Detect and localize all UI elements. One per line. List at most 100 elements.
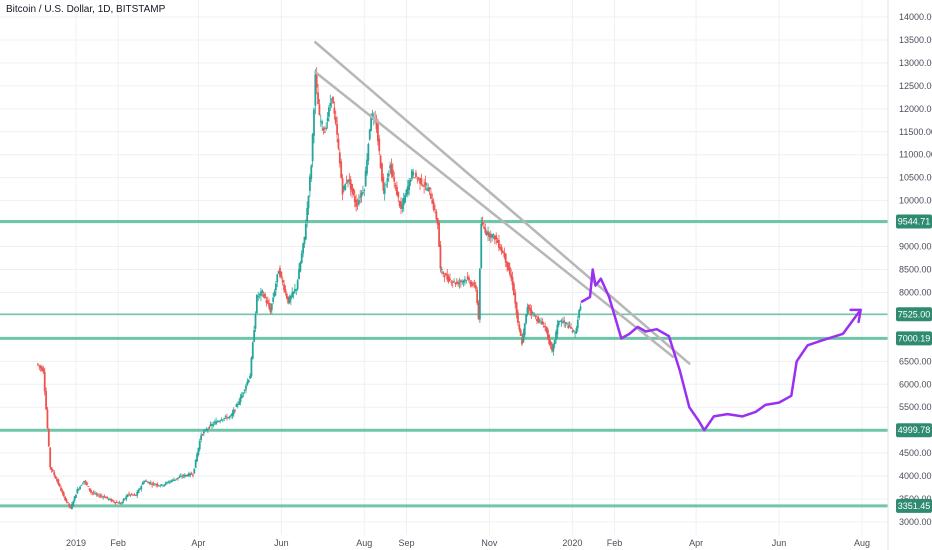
candle-body	[453, 280, 455, 282]
candle-body	[406, 186, 409, 195]
x-tick-label: Nov	[481, 538, 498, 548]
candle-body	[341, 178, 344, 195]
candle-body	[465, 280, 468, 282]
candle-body	[236, 404, 239, 405]
candle-body	[481, 222, 484, 225]
candle-body	[133, 494, 136, 496]
candle-body	[340, 161, 343, 178]
candle-body	[328, 107, 330, 117]
candle-body	[342, 186, 345, 189]
candle-body	[207, 428, 209, 430]
candle-body	[134, 494, 137, 496]
candle-body	[69, 506, 72, 508]
candle-body	[379, 155, 382, 169]
candle-body	[492, 234, 495, 236]
candle-body	[434, 209, 436, 211]
candle-body	[132, 494, 135, 496]
candle-body	[159, 485, 162, 487]
candle-body	[491, 234, 494, 238]
x-tick-label: Aug	[356, 538, 372, 548]
candle-body	[423, 185, 426, 187]
candle-body	[489, 233, 492, 238]
candle-body	[145, 481, 148, 482]
level-badge	[896, 498, 932, 513]
candle-body	[546, 329, 549, 339]
candle-body	[478, 268, 481, 320]
candle-body	[349, 179, 352, 190]
candle-body	[427, 188, 430, 192]
candle-body	[155, 483, 158, 485]
candle-body	[552, 343, 555, 352]
candle-body	[351, 183, 353, 192]
candle-body	[363, 189, 366, 191]
candle-body	[77, 489, 80, 490]
candle-body	[264, 293, 266, 299]
candle-body	[41, 367, 43, 371]
y-tick-label: 12000.00	[899, 104, 932, 114]
x-tick-label: 2020	[562, 538, 582, 548]
candle-body	[205, 430, 208, 431]
candle-body	[318, 104, 321, 115]
candle-body	[428, 187, 431, 190]
candle-body	[186, 475, 189, 477]
candle-body	[500, 247, 503, 252]
projection-path	[580, 268, 862, 432]
y-tick-label: 11000.00	[899, 150, 932, 160]
candle-body	[362, 192, 364, 193]
candle-body	[544, 326, 547, 327]
candle-body	[410, 170, 413, 179]
candle-body	[265, 300, 268, 303]
candle-body	[118, 502, 121, 504]
candle-body	[447, 276, 450, 282]
candle-body	[46, 409, 49, 429]
candle-body	[202, 431, 205, 434]
candle-body	[125, 495, 128, 499]
candle-body	[75, 494, 77, 498]
candle-body	[196, 454, 198, 462]
candle-body	[568, 325, 571, 327]
candle-body	[412, 172, 415, 176]
candle-body	[235, 404, 238, 407]
level-badge-label: 4999.78	[898, 425, 931, 435]
candle-body	[298, 268, 300, 280]
candle-body	[444, 273, 447, 276]
candle-body	[336, 123, 338, 135]
y-tick-label: 8500.00	[899, 265, 932, 275]
candle-body	[241, 394, 243, 399]
candle-body	[579, 306, 582, 310]
candle-body	[421, 185, 424, 186]
candle-body	[464, 279, 466, 281]
y-tick-label: 3000.00	[899, 517, 932, 527]
candle-body	[439, 244, 442, 269]
candle-body	[469, 281, 472, 285]
candle-body	[294, 289, 296, 292]
candle-body	[296, 280, 299, 290]
candle-body	[383, 188, 386, 194]
candle-body	[115, 502, 118, 503]
candle-body	[139, 488, 141, 490]
candle-body	[217, 421, 220, 423]
y-tick-label: 9000.00	[899, 242, 932, 252]
candle-body	[128, 493, 130, 495]
candle-body	[495, 235, 498, 240]
candle-body	[567, 325, 570, 329]
candle-body	[382, 176, 385, 191]
candle-body	[310, 165, 313, 179]
candle-body	[402, 198, 405, 205]
candle-body	[103, 496, 106, 498]
candle-body	[43, 371, 46, 392]
candle-body	[417, 177, 420, 179]
candle-body	[192, 474, 194, 476]
candle-body	[50, 467, 53, 471]
candle-body	[255, 295, 258, 313]
candle-body	[60, 487, 62, 491]
candle-body	[81, 483, 84, 485]
candle-body	[559, 321, 562, 322]
candle-body	[181, 476, 183, 478]
candle-body	[560, 320, 563, 322]
x-tick-label: Apr	[191, 538, 205, 548]
candle-body	[347, 179, 349, 183]
candle-body	[149, 482, 152, 484]
candle-body	[175, 478, 178, 480]
candle-body	[530, 310, 533, 314]
